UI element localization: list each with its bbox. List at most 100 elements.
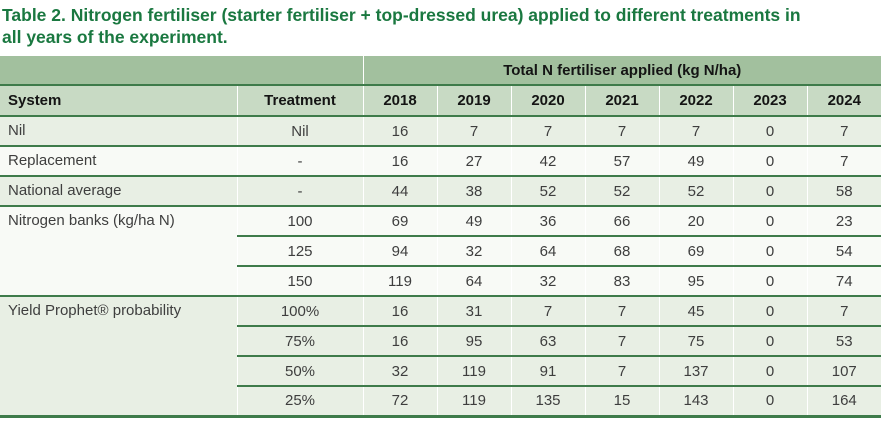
table-row: Nil Nil 16 7 7 7 7 0 7 [0,116,881,147]
value-cell: 68 [584,236,659,267]
value-cell: 52 [658,176,733,207]
value-cell: 69 [658,236,733,267]
value-cell: 0 [732,116,807,147]
treatment-cell: 100 [236,206,363,237]
value-cell: 32 [436,236,511,267]
table-row: Yield Prophet® probability 100% 16 31 7 7 45 0 7 [0,296,881,417]
value-cell: 7 [584,326,659,357]
value-cell: 15 [584,386,659,417]
table-row: National average -44 38 52 52 52 0 58 [0,176,881,207]
value-cell: 164 [806,386,881,417]
value-cell: 94 [362,236,437,267]
value-cell: 52 [584,176,659,207]
column-header-year: 2024 [806,85,881,117]
value-cell: 54 [806,236,881,267]
value-cell: 75 [658,326,733,357]
value-cell: 72 [362,386,437,417]
value-cell: 7 [806,116,881,147]
treatment-cell: - [236,146,363,177]
value-cell: 7 [806,146,881,177]
table-row: Replacement -16 27 42 57 49 0 7 [0,146,881,177]
value-cell: 0 [732,266,807,297]
value-cell: 7 [584,356,659,387]
value-cell: 31 [436,296,511,327]
column-header-year: 2023 [732,85,807,117]
value-cell: 137 [658,356,733,387]
value-cell: 119 [436,356,511,387]
system-cell: National average [0,176,237,207]
table-row: 150 119 64 32 83 95 0 74 [0,266,881,297]
column-header-year: 2018 [362,85,437,117]
value-cell: 0 [732,386,807,417]
value-cell: 91 [510,356,585,387]
value-cell: 32 [362,356,437,387]
value-cell: 45 [658,296,733,327]
value-cell: 20 [658,206,733,237]
value-cell: 52 [510,176,585,207]
treatment-cell: - [236,176,363,207]
value-cell: 27 [436,146,511,177]
value-cell: 64 [510,236,585,267]
system-cell: Nil [0,116,237,147]
value-cell: 16 [362,296,437,327]
value-cell: 0 [732,146,807,177]
column-header-year: 2022 [658,85,733,117]
value-cell: 135 [510,386,585,417]
value-cell: 7 [584,296,659,327]
value-cell: 107 [806,356,881,387]
treatment-cell: 100% [236,296,363,327]
table-row: 75% 16 95 63 7 75 0 53 [0,326,881,357]
value-cell: 95 [436,326,511,357]
value-cell: 53 [806,326,881,357]
value-cell: 74 [806,266,881,297]
value-cell: 119 [362,266,437,297]
treatment-cell: 50% [236,356,363,387]
table-row: Nitrogen banks (kg/ha N) 100 69 49 36 66 20 0 23 [0,206,881,297]
value-cell: 7 [510,116,585,147]
value-cell: 42 [510,146,585,177]
value-cell: 0 [732,326,807,357]
system-cell: Replacement [0,146,237,177]
span-header-cell: Total N fertiliser applied (kg N/ha) [362,56,881,86]
value-cell: 7 [806,296,881,327]
value-cell: 66 [584,206,659,237]
value-cell: 0 [732,296,807,327]
value-cell: 119 [436,386,511,417]
span-header-spacer [0,56,363,86]
column-header-treatment: Treatment [236,85,363,117]
value-cell: 83 [584,266,659,297]
treatment-cell: 25% [236,386,363,417]
value-cell: 38 [436,176,511,207]
value-cell: 143 [658,386,733,417]
column-header-system: System [0,85,237,117]
span-header-row: Total N fertiliser applied (kg N/ha) [0,56,881,86]
system-cell: Yield Prophet® probability [0,296,237,417]
value-cell: 57 [584,146,659,177]
value-cell: 0 [732,176,807,207]
table-row: 125 94 32 64 68 69 0 54 [0,236,881,267]
column-header-year: 2021 [584,85,659,117]
value-cell: 7 [584,116,659,147]
table-title: Table 2. Nitrogen fertiliser (starter fe… [2,5,801,47]
nitrogen-fertiliser-table: Total N fertiliser applied (kg N/ha) Sys… [0,56,881,418]
table-body: Nil Nil 16 7 7 7 7 0 7 Replacement -16 27 42 57 49 0 7 Na… [0,116,881,417]
value-cell: 7 [658,116,733,147]
treatment-cell: 150 [236,266,363,297]
value-cell: 49 [658,146,733,177]
system-cell: Nitrogen banks (kg/ha N) [0,206,237,297]
value-cell: 95 [658,266,733,297]
value-cell: 7 [436,116,511,147]
table-row: 25% 72 119 135 15 143 0 164 [0,386,881,417]
value-cell: 0 [732,356,807,387]
value-cell: 63 [510,326,585,357]
value-cell: 23 [806,206,881,237]
value-cell: 69 [362,206,437,237]
value-cell: 0 [732,206,807,237]
treatment-cell: 75% [236,326,363,357]
value-cell: 7 [510,296,585,327]
column-header-row: System Treatment 2018 2019 2020 2021 202… [0,85,881,117]
value-cell: 16 [362,116,437,147]
value-cell: 49 [436,206,511,237]
column-header-year: 2020 [510,85,585,117]
